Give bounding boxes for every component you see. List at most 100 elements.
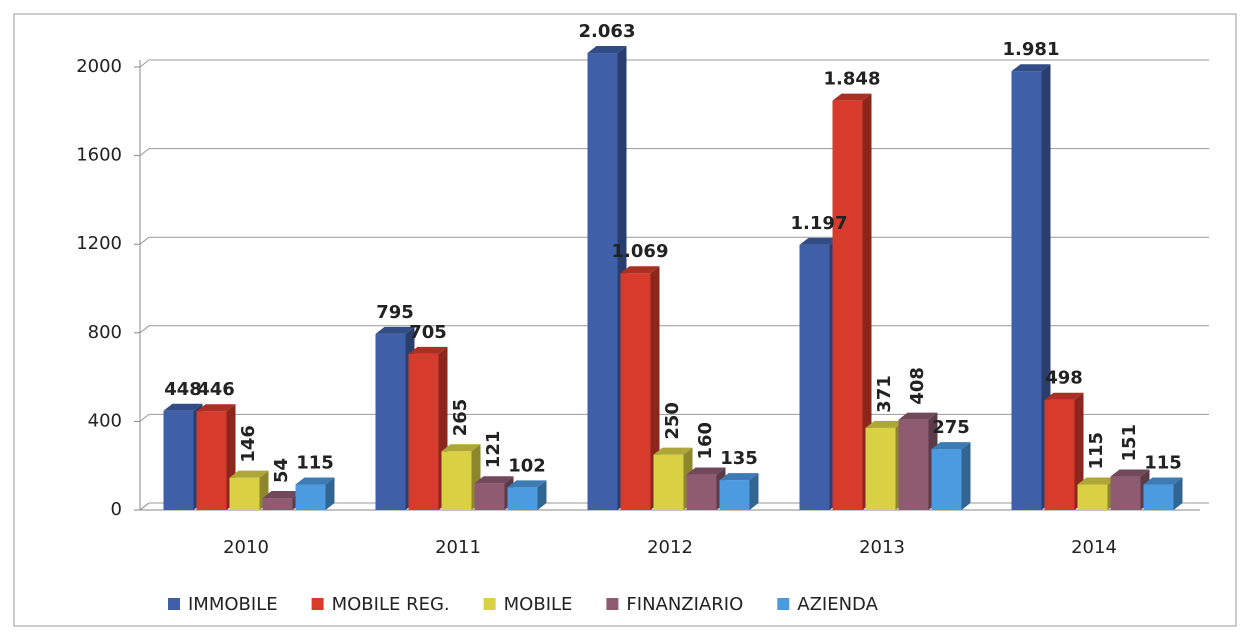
y-tick-label: 0 [111,499,122,520]
data-label: 1.197 [791,213,848,234]
legend: IMMOBILE MOBILE REG. MOBILE FINANZIARIO AZIE… [168,594,879,615]
legend-swatch [168,598,180,610]
bar [865,427,896,510]
bar-side [862,93,872,510]
data-label: 146 [238,425,259,463]
grid-line [139,502,150,511]
bar [653,454,684,510]
bar-side [537,480,547,510]
bar [719,480,750,510]
data-label: 1.981 [1003,39,1060,60]
data-label: 151 [1119,424,1140,462]
bar [587,53,618,510]
bar [229,477,260,510]
bar-top [719,473,759,481]
bar-top [295,477,335,485]
bar-top [196,404,236,412]
x-tick-label: 2010 [223,537,269,558]
data-label: 498 [1045,368,1083,389]
bar-top [686,467,726,475]
bar-top [163,403,203,411]
data-label: 705 [409,322,447,343]
bar [1011,71,1042,510]
data-label: 448 [164,379,202,400]
bar [931,449,962,510]
grid-line [139,236,150,245]
grid-line [139,148,150,156]
bar-top [799,237,839,245]
data-label: 795 [376,302,414,323]
bar-top [587,46,627,54]
y-tick-label: 800 [88,322,122,343]
bars [163,46,1183,511]
bar [799,244,830,510]
data-label: 102 [508,455,546,476]
bar-top [653,447,693,455]
bar-top [229,470,269,478]
bar-top [262,491,302,499]
legend-swatch [606,598,619,610]
data-label: 446 [197,379,235,400]
data-label: 115 [1144,453,1182,474]
legend-label: FINANZIARIO [626,594,743,615]
y-tick-label: 400 [88,410,122,431]
bar-top [1044,392,1084,400]
legend-swatch [777,598,790,610]
x-tick-label: 2014 [1071,537,1117,558]
data-label: 160 [695,422,716,460]
grid-line [139,325,150,334]
bar-top [441,444,481,452]
bar-top [865,420,905,428]
bar-side [650,266,660,510]
bar-top [931,442,971,450]
bar [295,484,326,510]
x-tick-label: 2011 [435,537,481,558]
y-tick-label: 2000 [76,56,122,77]
data-label: 408 [907,367,928,405]
legend-label: IMMOBILE [188,594,278,615]
bar [408,353,439,510]
data-label: 371 [874,375,895,413]
data-label: 135 [720,448,758,469]
legend-swatch [483,598,496,610]
bar [620,273,651,510]
legend-label: MOBILE REG. [332,594,450,615]
bar-top [474,476,514,484]
data-label: 1.069 [612,241,669,262]
data-label: 121 [483,431,504,469]
grid-line [139,414,150,422]
bar [898,419,929,510]
bar-side [1173,477,1183,510]
bar [375,333,406,510]
bar-top [1011,64,1051,72]
data-label: 2.063 [579,21,636,42]
bar [196,411,227,510]
bar-side [1074,392,1084,510]
data-label: 275 [932,417,970,438]
bar [262,498,293,510]
data-label: 115 [296,453,334,474]
data-label: 1.848 [824,69,881,90]
bar-top [1143,477,1183,485]
legend-label: AZIENDA [797,594,878,615]
bar [1044,399,1075,510]
grid-line [139,59,150,68]
bar [507,487,538,510]
bar [441,451,472,510]
bar [686,474,717,510]
bar [1077,484,1108,510]
y-tick-label: 1600 [76,145,122,166]
bar [163,410,194,510]
bar-top [507,480,547,488]
bar [474,483,505,510]
data-label: 250 [662,402,683,440]
bar-top [620,266,660,274]
bar-side [325,477,335,510]
bar-top [408,346,448,354]
bar [832,100,863,510]
bar-top [832,93,872,101]
frame [13,13,1237,627]
bar-top [1077,477,1117,485]
bar-side [961,442,971,510]
